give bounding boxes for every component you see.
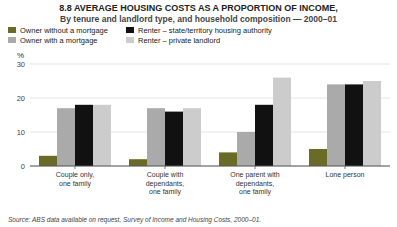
bars	[39, 78, 381, 166]
legend-item: Renter – private landlord	[126, 36, 220, 45]
legend-label: Renter – state/territory housing authori…	[138, 26, 272, 35]
x-tick-label: Lone person	[326, 171, 365, 179]
x-tick-label-line: one family	[239, 188, 271, 196]
x-tick	[255, 166, 256, 169]
x-tick-label-line: one family	[149, 188, 181, 196]
bar	[129, 159, 147, 166]
bar	[363, 81, 381, 166]
legend-label: Owner without a mortgage	[20, 26, 108, 35]
y-tick-label: 0	[21, 162, 25, 171]
bar	[93, 105, 111, 166]
grid-line	[30, 64, 390, 65]
legend-item: Owner without a mortgage	[8, 26, 108, 35]
bar	[345, 84, 363, 166]
y-tick-label: 30	[17, 60, 25, 69]
bar	[147, 108, 165, 166]
legend-label: Renter – private landlord	[138, 36, 220, 45]
bar	[165, 112, 183, 166]
x-axis-line	[30, 166, 390, 167]
bar	[183, 108, 201, 166]
legend: Owner without a mortgageOwner with a mor…	[8, 26, 272, 45]
title: 8.8 AVERAGE HOUSING COSTS AS A PROPORTIO…	[59, 3, 338, 13]
legend-swatch	[126, 27, 134, 33]
page: {"chart_data": {"type": "bar", "title": …	[0, 0, 397, 227]
bar	[309, 149, 327, 166]
y-tick-label: 20	[17, 94, 25, 103]
grid	[30, 64, 390, 166]
x-tick-label-line: Lone person	[326, 171, 365, 179]
x-tick-label: Couple withdependants,one family	[146, 171, 185, 196]
x-tick-label: Couple only,one family	[56, 171, 94, 188]
legend-swatch	[126, 37, 134, 43]
legend-swatch	[8, 37, 16, 43]
bar	[219, 152, 237, 166]
legend-item: Renter – state/territory housing authori…	[126, 26, 272, 35]
x-tick-label-line: Couple only,	[56, 171, 94, 179]
grid-line	[30, 166, 390, 167]
x-tick	[75, 166, 76, 169]
legend-item: Owner with a mortgage	[8, 36, 98, 45]
bar	[57, 108, 75, 166]
x-tick	[165, 166, 166, 169]
bar	[255, 105, 273, 166]
y-tick-label: 10	[17, 128, 25, 137]
chart: 8.8 AVERAGE HOUSING COSTS AS A PROPORTIO…	[0, 0, 397, 227]
x-tick	[345, 166, 346, 169]
bar	[39, 156, 57, 166]
x-tick-label: One parent withdependants,one family	[230, 171, 280, 196]
legend-label: Owner with a mortgage	[20, 36, 98, 45]
bar	[237, 132, 255, 166]
x-tick-label-line: dependants,	[236, 180, 275, 188]
bar	[273, 78, 291, 166]
source-note: Source: ABS data available on request, S…	[8, 216, 261, 224]
x-tick-label-line: one family	[59, 180, 91, 188]
bar	[327, 84, 345, 166]
x-tick-label-line: dependants,	[146, 180, 185, 188]
x-tick-label-line: Couple with	[147, 171, 184, 179]
subtitle: By tenure and landlord type, and househo…	[60, 14, 337, 24]
legend-swatch	[8, 27, 16, 33]
x-tick-label-line: One parent with	[230, 171, 280, 179]
bar	[75, 105, 93, 166]
